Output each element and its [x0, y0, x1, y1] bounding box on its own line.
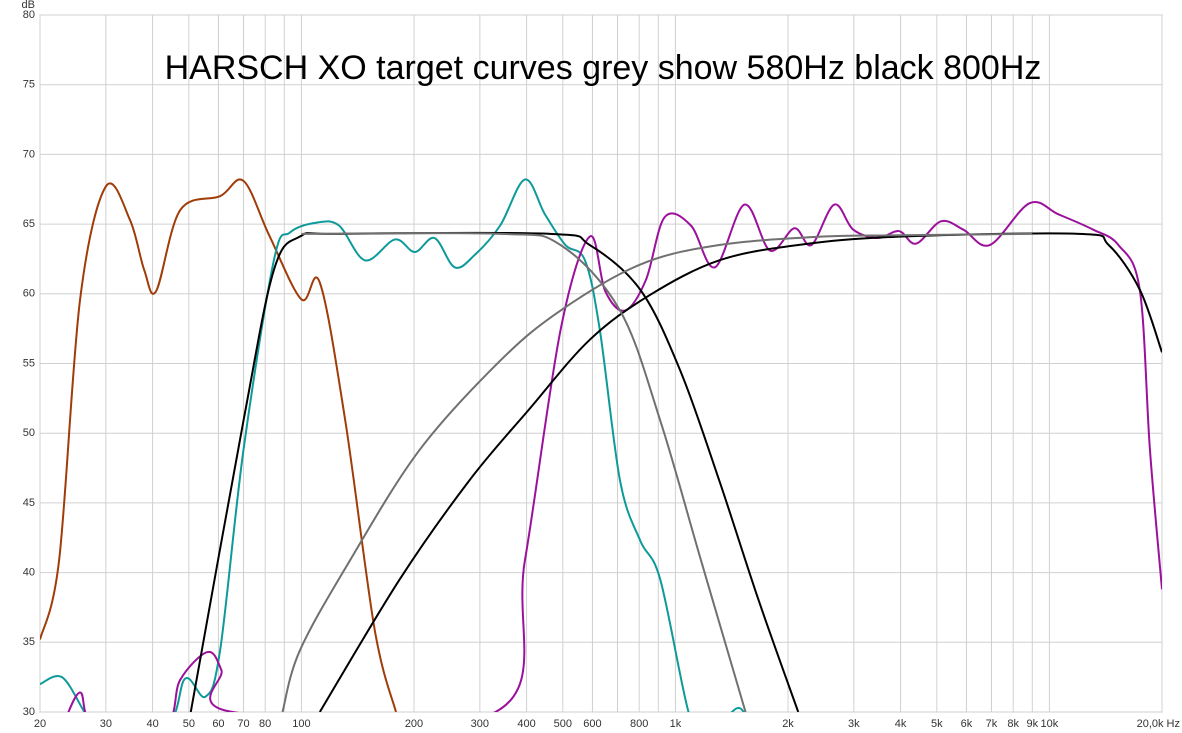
- x-tick-label: 300: [471, 718, 489, 730]
- x-tick-label: 9k: [1026, 718, 1038, 730]
- x-tick-label: 3k: [848, 718, 860, 730]
- x-tick-label: 30: [100, 718, 112, 730]
- y-tick-label: 55: [23, 357, 35, 369]
- x-tick-label: 4k: [895, 718, 907, 730]
- series-line: [67, 201, 1162, 712]
- series-line: [40, 178, 397, 712]
- x-tick-label: 50: [183, 718, 195, 730]
- y-tick-label: 60: [23, 288, 35, 300]
- x-tick-label: 6k: [961, 718, 973, 730]
- y-tick-label: 40: [23, 567, 35, 579]
- series-line: [281, 232, 1033, 712]
- x-tick-label: 8k: [1007, 718, 1019, 730]
- curves: [40, 178, 1162, 712]
- x-tick-label: 600: [583, 718, 601, 730]
- x-tick-label: 20,0k Hz: [1137, 718, 1180, 730]
- y-tick-label: 75: [23, 79, 35, 91]
- x-tick-label: 60: [212, 718, 224, 730]
- y-tick-label: 80: [23, 9, 35, 21]
- x-tick-label: 800: [630, 718, 648, 730]
- series-line: [318, 232, 1162, 712]
- y-axis-label: dB: [22, 0, 35, 11]
- x-tick-label: 80: [259, 718, 271, 730]
- series-line: [189, 231, 800, 712]
- x-tick-label: 500: [554, 718, 572, 730]
- x-tick-label: 20: [34, 718, 46, 730]
- x-tick-label: 5k: [931, 718, 943, 730]
- y-tick-label: 65: [23, 218, 35, 230]
- y-tick-label: 70: [23, 148, 35, 160]
- y-tick-label: 35: [23, 636, 35, 648]
- x-tick-label: 1k: [670, 718, 682, 730]
- x-tick-label: 70: [237, 718, 249, 730]
- x-tick-label: 7k: [986, 718, 998, 730]
- series-line: [301, 232, 747, 712]
- grid: [39, 14, 1163, 713]
- x-tick-label: 200: [405, 718, 423, 730]
- x-tick-label: 40: [146, 718, 158, 730]
- x-tick-label: 100: [292, 718, 310, 730]
- x-tick-label: 400: [517, 718, 535, 730]
- x-tick-label: 10k: [1041, 718, 1059, 730]
- x-tick-label: 2k: [782, 718, 794, 730]
- y-tick-label: 50: [23, 427, 35, 439]
- chart-title: HARSCH XO target curves grey show 580Hz …: [165, 49, 1042, 87]
- y-tick-label: 45: [23, 497, 35, 509]
- y-tick-label: 30: [23, 706, 35, 718]
